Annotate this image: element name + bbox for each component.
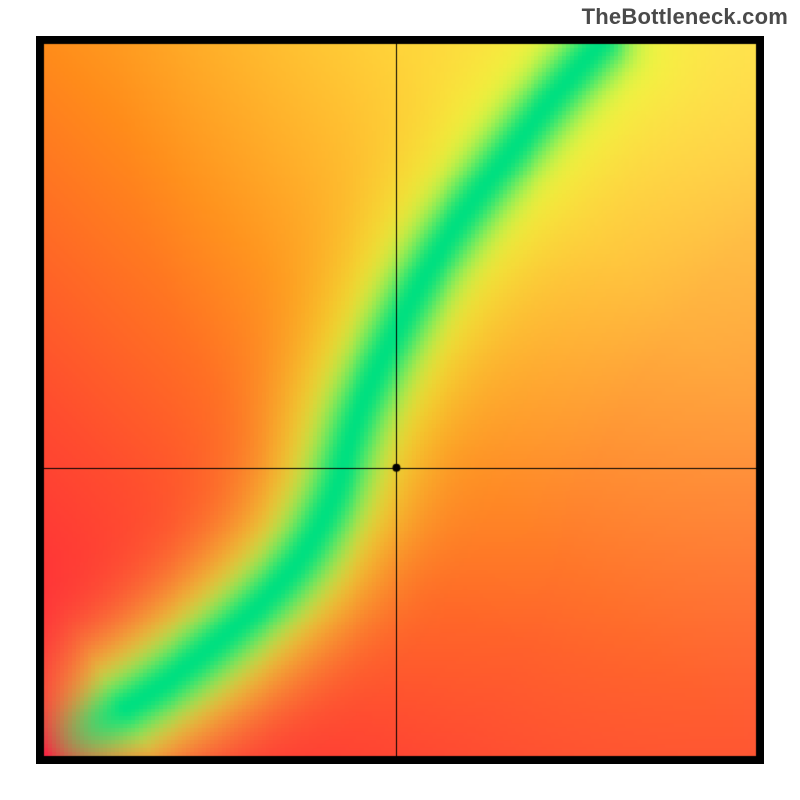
heatmap-canvas <box>36 36 764 764</box>
plot-border <box>36 36 764 764</box>
watermark-text: TheBottleneck.com <box>582 4 788 30</box>
figure-stage: TheBottleneck.com <box>0 0 800 800</box>
